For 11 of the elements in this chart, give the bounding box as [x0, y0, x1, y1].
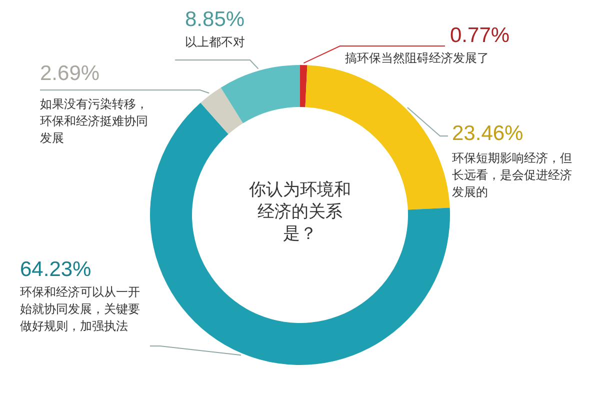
slice-label: 以上都不对: [185, 34, 246, 51]
slice-label: 如果没有污染转移，环保和经济挺难协同发展: [40, 96, 149, 147]
data-label: 23.46%: [452, 122, 524, 146]
slice-label: 环保短期影响经济，但长远看，是会促进经济发展的: [452, 150, 573, 201]
text: 你认为环境和经济的关系是？: [248, 179, 352, 245]
data-label: 64.23%: [20, 258, 92, 282]
data-label: 0.77%: [450, 24, 510, 48]
slice-label: 环保和经济可以从一开始就协同发展，关键要做好规则，加强执法: [20, 284, 141, 335]
slice-label: 搞环保当然阻碍经济发展了: [345, 50, 490, 67]
data-label: 2.69%: [40, 62, 100, 86]
data-label: 8.85%: [185, 8, 245, 32]
